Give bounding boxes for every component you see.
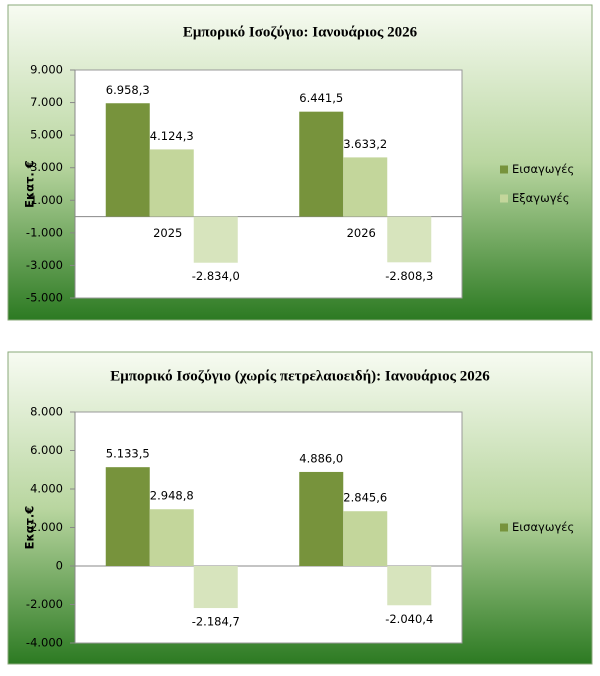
value-label: 6.441,5 [299,91,343,105]
y-tick-label: 3.000 [30,160,63,174]
y-tick-label: -1.000 [26,225,63,239]
bar [299,471,344,566]
y-tick-label: 7.000 [30,95,63,109]
y-tick-label: -5.000 [26,291,63,305]
legend-swatch [500,194,508,203]
bar [343,511,388,566]
value-label: -2.834,0 [192,269,240,283]
value-label: -2.040,4 [385,612,433,626]
legend-label: Εξαγωγές [512,191,569,205]
y-tick-label: 8.000 [30,405,63,419]
chart-title: Εμπορικό Ισοζύγιο: Ιανουάριος 2026 [183,24,418,40]
chart-title: Εμπορικό Ισοζύγιο (χωρίς πετρελαιοειδή):… [110,368,490,384]
y-tick-label: 1.000 [30,193,63,207]
value-label: 2.948,8 [150,489,194,503]
bar [149,509,194,566]
y-tick-label: 9.000 [30,63,63,77]
y-tick-label: 0 [56,559,63,573]
bar [193,216,238,263]
x-tick-label: 2026 [347,226,376,240]
value-label: -2.184,7 [192,615,240,629]
y-tick-label: 2.000 [30,520,63,534]
value-label: 4.124,3 [150,129,194,143]
y-tick-label: -2.000 [26,597,63,611]
bar [387,216,432,263]
y-tick-label: 5.000 [30,128,63,142]
bar [387,566,432,606]
legend-swatch [500,165,508,174]
bar [149,149,194,217]
x-tick-label: 2025 [153,226,182,240]
y-tick-label: -3.000 [26,258,63,272]
value-label: 5.133,5 [106,447,150,461]
value-label: -2.808,3 [385,269,433,283]
legend-swatch [500,523,508,532]
value-label: 3.633,2 [343,137,387,151]
y-axis-label: Εκατ. € [23,160,37,208]
y-tick-label: 6.000 [30,443,63,457]
value-label: 2.845,6 [343,491,387,505]
bar [343,157,388,217]
bar [193,566,238,609]
legend-label: Εισαγωγές [512,162,574,176]
y-axis-label: Εκατ.€ [23,506,37,550]
value-label: 6.958,3 [106,83,150,97]
y-tick-label: -4.000 [26,636,63,650]
legend-label: Εισαγωγές [512,520,574,534]
bar [105,467,150,566]
bar [299,111,344,217]
value-label: 4.886,0 [299,451,343,465]
bar [105,103,150,217]
y-tick-label: 4.000 [30,482,63,496]
